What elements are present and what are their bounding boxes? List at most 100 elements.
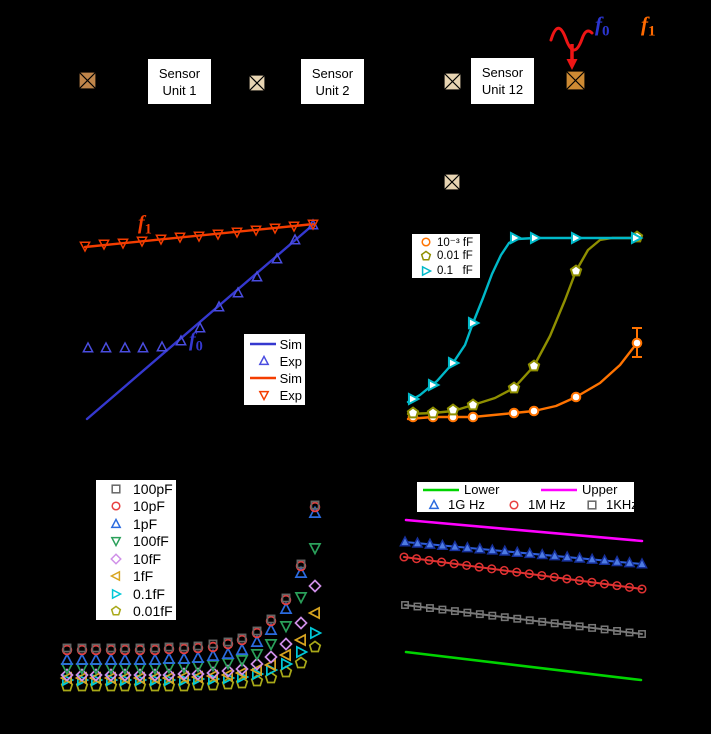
tri-up-marker: [264, 622, 278, 635]
legend-entry-Lower: Lower: [420, 482, 538, 497]
legend-label: 10pF: [133, 498, 165, 515]
tri-up-marker: [213, 300, 225, 312]
xbox-diag2: [565, 70, 586, 91]
pentagon-marker: [507, 381, 521, 394]
legend-tri-up-icon: [428, 498, 440, 509]
sensor-unit-2-box: Sensor Unit 2: [300, 58, 365, 105]
legend-label: Sim: [279, 336, 302, 352]
square-marker: [463, 608, 472, 617]
diamond-marker: [162, 668, 176, 682]
tri-up-marker: [586, 552, 598, 564]
tri-up-marker: [194, 321, 206, 333]
legend-line-icon: [541, 488, 577, 491]
pentagon-marker: [527, 359, 541, 372]
tri-up-marker: [191, 650, 205, 663]
legend-diamond-icon: [110, 552, 122, 565]
tri-right-marker: [529, 231, 543, 245]
node-xbox-2: [248, 74, 266, 92]
tri-up-marker: [75, 652, 89, 665]
diamond-marker: [191, 667, 205, 681]
legend-entry-0.01-fF: 0.01 fF: [415, 249, 477, 264]
tri-right-marker: [150, 673, 163, 687]
tri-left-marker: [307, 606, 320, 620]
square-marker: [613, 626, 622, 635]
circle-marker: [537, 570, 547, 581]
square-marker: [237, 633, 247, 643]
tri-down-marker: [206, 660, 220, 673]
tri-down-marker: [308, 543, 322, 556]
tri-right-marker: [407, 392, 421, 406]
legend-entry-Sim: Sim: [247, 370, 302, 387]
circle-marker: [411, 554, 422, 564]
legend-entry-1M-Hz: 1M Hz: [500, 497, 578, 512]
tri-up-marker: [251, 270, 263, 282]
tri-right-marker: [62, 673, 75, 687]
square-marker: [62, 643, 72, 653]
legend-marker-glyph: [110, 517, 122, 528]
diamond-marker: [75, 668, 89, 682]
legend-marker-glyph: [428, 498, 440, 509]
legend-entry-0.1-fF: 0.1 fF: [415, 263, 477, 278]
square-marker: [600, 625, 609, 634]
sensor-unit-12-line1: Sensor: [481, 65, 524, 80]
square-marker: [438, 605, 447, 614]
legend-label: 1KHz: [606, 497, 638, 512]
diamond-marker: [104, 668, 118, 682]
legend-entry-1fF: 1fF: [99, 568, 173, 586]
legend-entry-1G-Hz: 1G Hz: [420, 497, 500, 512]
legend-label: Upper: [582, 482, 618, 497]
tri-right-marker: [467, 316, 481, 330]
tri-down-marker: [98, 239, 110, 251]
tri-right-marker: [509, 231, 523, 245]
tri-up-marker: [498, 544, 511, 556]
tri-up-marker: [308, 505, 322, 518]
tri-down-marker: [294, 592, 308, 605]
tri-down-marker: [221, 658, 235, 671]
tri-right-marker: [193, 672, 206, 686]
legend-square-icon: [111, 484, 121, 494]
tri-up-marker: [511, 545, 524, 557]
diamond-marker: [177, 667, 191, 681]
tri-up-marker: [598, 553, 611, 566]
diamond-marker: [118, 668, 132, 682]
tri-down-marker: [191, 661, 205, 674]
tri-right-marker: [77, 673, 90, 687]
series-line-f1 Sim: [83, 222, 316, 249]
excitation-wave-icon: [549, 26, 594, 70]
tri-up-marker: [536, 548, 549, 560]
legend-marker-glyph: [258, 390, 270, 402]
legend-pentagon-icon: [420, 250, 432, 261]
legend-label: 10fF: [133, 550, 162, 567]
tri-up-marker: [573, 551, 586, 563]
legend-label: 1pF: [133, 515, 158, 532]
circle-marker: [587, 577, 597, 587]
tri-down-marker: [212, 229, 224, 241]
series-line-1KHz: [404, 604, 643, 635]
square-marker: [179, 642, 189, 652]
sensor-unit-1-box: Sensor Unit 1: [147, 58, 212, 105]
pentagon-marker: [308, 640, 322, 653]
circle-marker: [487, 564, 497, 574]
series-line-1M Hz: [403, 556, 643, 590]
legend-entry-100fF: 100fF: [99, 533, 173, 551]
legend-entry-1pF: 1pF: [99, 515, 173, 533]
legend-entry-0.1fF: 0.1fF: [99, 585, 173, 603]
tri-right-marker: [630, 231, 644, 245]
legend-marker-glyph: [110, 605, 122, 616]
square-marker: [135, 643, 145, 653]
legend-label: 1G Hz: [448, 497, 485, 512]
square-marker: [563, 620, 572, 629]
legend-row: Lower Upper: [420, 482, 631, 497]
tri-left-marker: [249, 663, 262, 677]
diamond-marker: [221, 664, 235, 678]
tri-right-marker: [91, 673, 104, 687]
legend-circle-icon: [509, 499, 519, 510]
legend-tri-right-icon: [421, 265, 433, 276]
tri-down-marker: [264, 639, 278, 652]
square-marker: [193, 641, 203, 651]
tri-down-marker: [250, 649, 264, 662]
node-xbox-4: [565, 70, 586, 91]
tri-up-marker: [177, 651, 191, 664]
